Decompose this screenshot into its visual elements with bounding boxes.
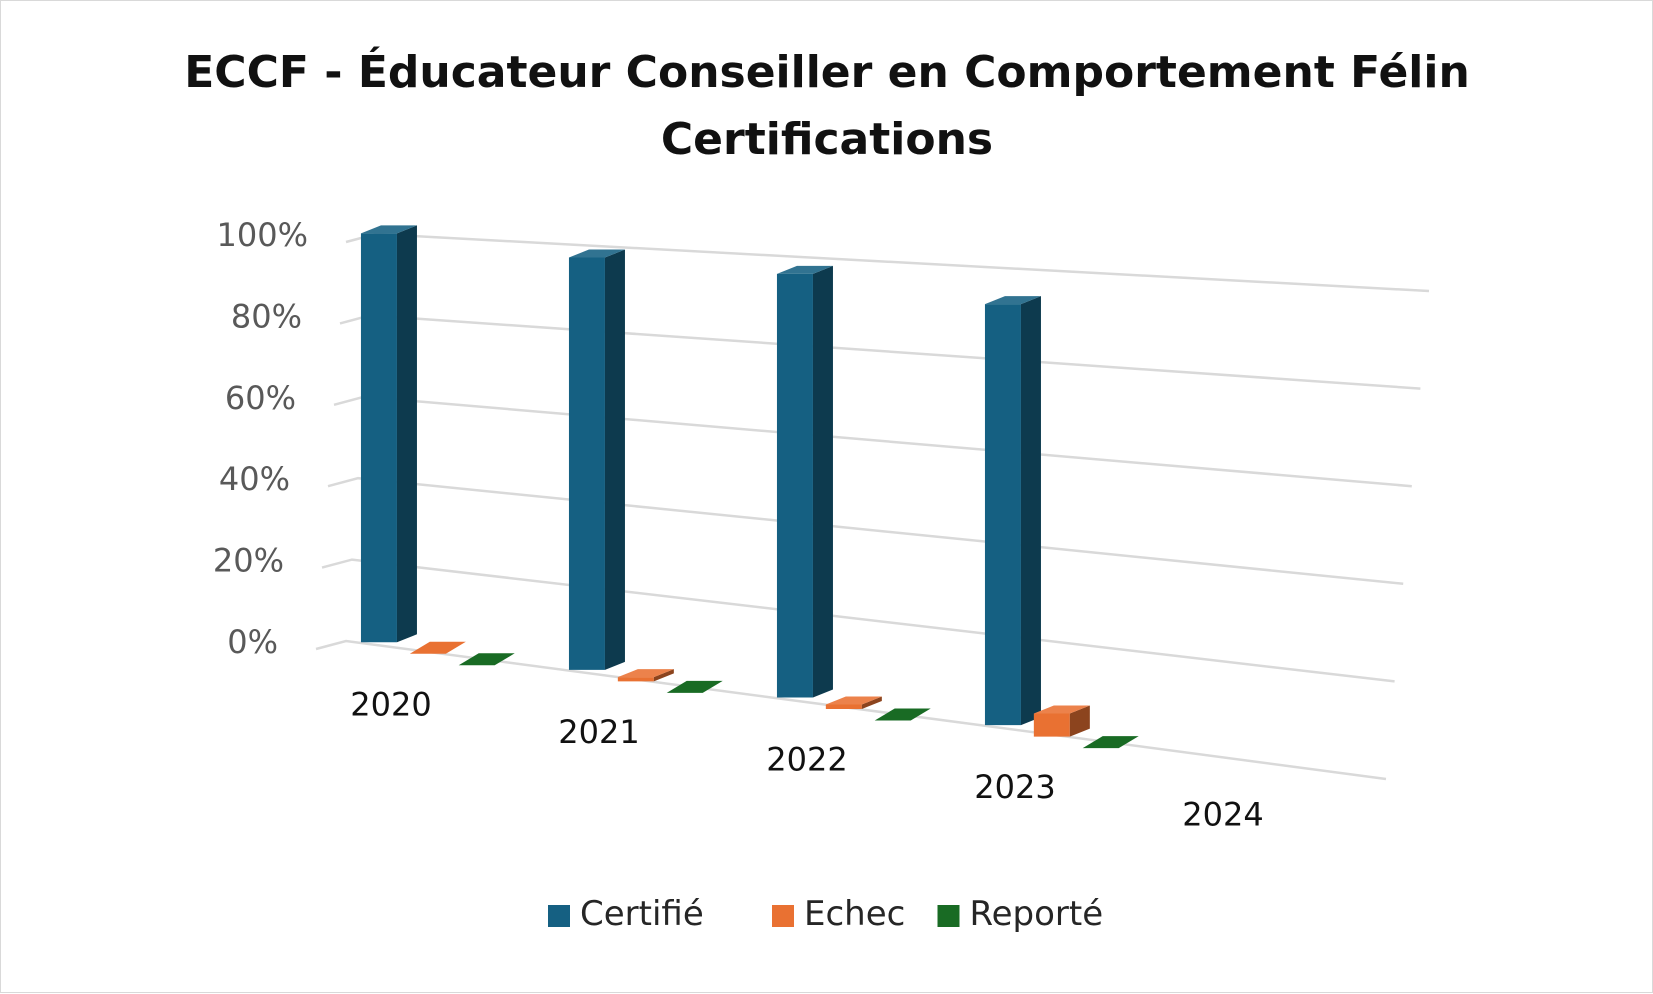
x-axis-tick-labels: 2020 2021 2022 2023 2024 xyxy=(350,685,1263,833)
gridline xyxy=(339,314,1421,390)
gridline xyxy=(333,395,1412,488)
bar-Certifié-2023 xyxy=(984,296,1041,726)
bar-Reporté-2020 xyxy=(458,653,515,666)
bar-front-face xyxy=(776,273,813,698)
bar-top-face xyxy=(825,696,882,705)
bar-side-face xyxy=(1069,705,1090,737)
bar-side-face xyxy=(396,225,417,643)
legend-item-Reporté: Reporté xyxy=(937,894,1104,934)
legend-swatch xyxy=(937,905,960,927)
bar-Echec-2023 xyxy=(1033,705,1090,737)
bar-top-face xyxy=(776,265,833,274)
legend-item-Certifié: Certifié xyxy=(548,894,704,934)
chart-title-line-1: ECCF - Éducateur Conseiller en Comportem… xyxy=(184,45,1470,98)
bar-zero-slab xyxy=(666,680,723,693)
x-tick-label-2020: 2020 xyxy=(350,685,431,723)
chart-title: ECCF - Éducateur Conseiller en Comportem… xyxy=(184,45,1470,165)
bar-zero-slab xyxy=(458,653,515,666)
y-tick-label: 60% xyxy=(225,379,296,417)
gridline xyxy=(327,476,1404,586)
bar-Certifié-2021 xyxy=(568,249,625,670)
bar-zero-slab xyxy=(1082,736,1139,749)
bar-top-face xyxy=(1033,705,1090,714)
bar-front-face xyxy=(360,233,397,643)
bar-Certifié-2020 xyxy=(360,225,417,643)
legend-swatch xyxy=(548,905,570,927)
bar-front-face xyxy=(825,704,862,709)
bar-top-face xyxy=(568,249,625,258)
bar-side-face xyxy=(861,696,882,709)
bar-side-face xyxy=(812,265,833,698)
x-tick-label-2022: 2022 xyxy=(766,741,847,779)
y-tick-label: 80% xyxy=(231,297,302,335)
y-tick-label: 100% xyxy=(217,216,308,254)
bar-front-face xyxy=(568,257,605,670)
x-tick-label-2023: 2023 xyxy=(974,768,1055,806)
gridline xyxy=(345,232,1430,293)
bar-Reporté-2022 xyxy=(874,708,931,721)
y-axis-tick-labels: 0% 20% 40% 60% 80% 100% xyxy=(213,216,308,661)
legend-label: Echec xyxy=(804,894,905,934)
chart-title-line-2: Certifications xyxy=(661,114,993,165)
x-tick-label-2024: 2024 xyxy=(1182,796,1263,834)
gridline xyxy=(321,558,1395,683)
bar-top-face xyxy=(360,225,417,234)
bar-side-face xyxy=(1020,296,1041,726)
bar-Echec-2021 xyxy=(617,669,674,682)
legend-swatch xyxy=(772,905,794,927)
bar-side-face xyxy=(653,669,674,682)
legend: Certifié Echec Reporté xyxy=(548,894,1103,934)
x-tick-label-2021: 2021 xyxy=(558,713,639,751)
legend-label: Reporté xyxy=(970,894,1104,934)
legend-label: Certifié xyxy=(580,894,704,934)
bar-side-face xyxy=(604,249,625,670)
bar-zero-slab xyxy=(874,708,931,721)
bar-Echec-2022 xyxy=(825,696,882,709)
y-tick-label: 20% xyxy=(213,542,284,580)
bars xyxy=(360,225,1139,749)
bar-Certifié-2022 xyxy=(776,265,833,698)
bar-top-face xyxy=(984,296,1041,305)
y-tick-label: 0% xyxy=(227,623,278,661)
legend-item-Echec: Echec xyxy=(772,894,905,934)
y-tick-label: 40% xyxy=(219,460,290,498)
bar-Reporté-2023 xyxy=(1082,736,1139,749)
bar-Reporté-2021 xyxy=(666,680,723,693)
bar-zero-slab xyxy=(409,641,466,654)
bar-Echec-2020 xyxy=(409,641,466,654)
bar-top-face xyxy=(617,669,674,678)
bar-front-face xyxy=(984,304,1021,726)
bar-front-face xyxy=(617,677,654,682)
bar-front-face xyxy=(1033,713,1070,737)
